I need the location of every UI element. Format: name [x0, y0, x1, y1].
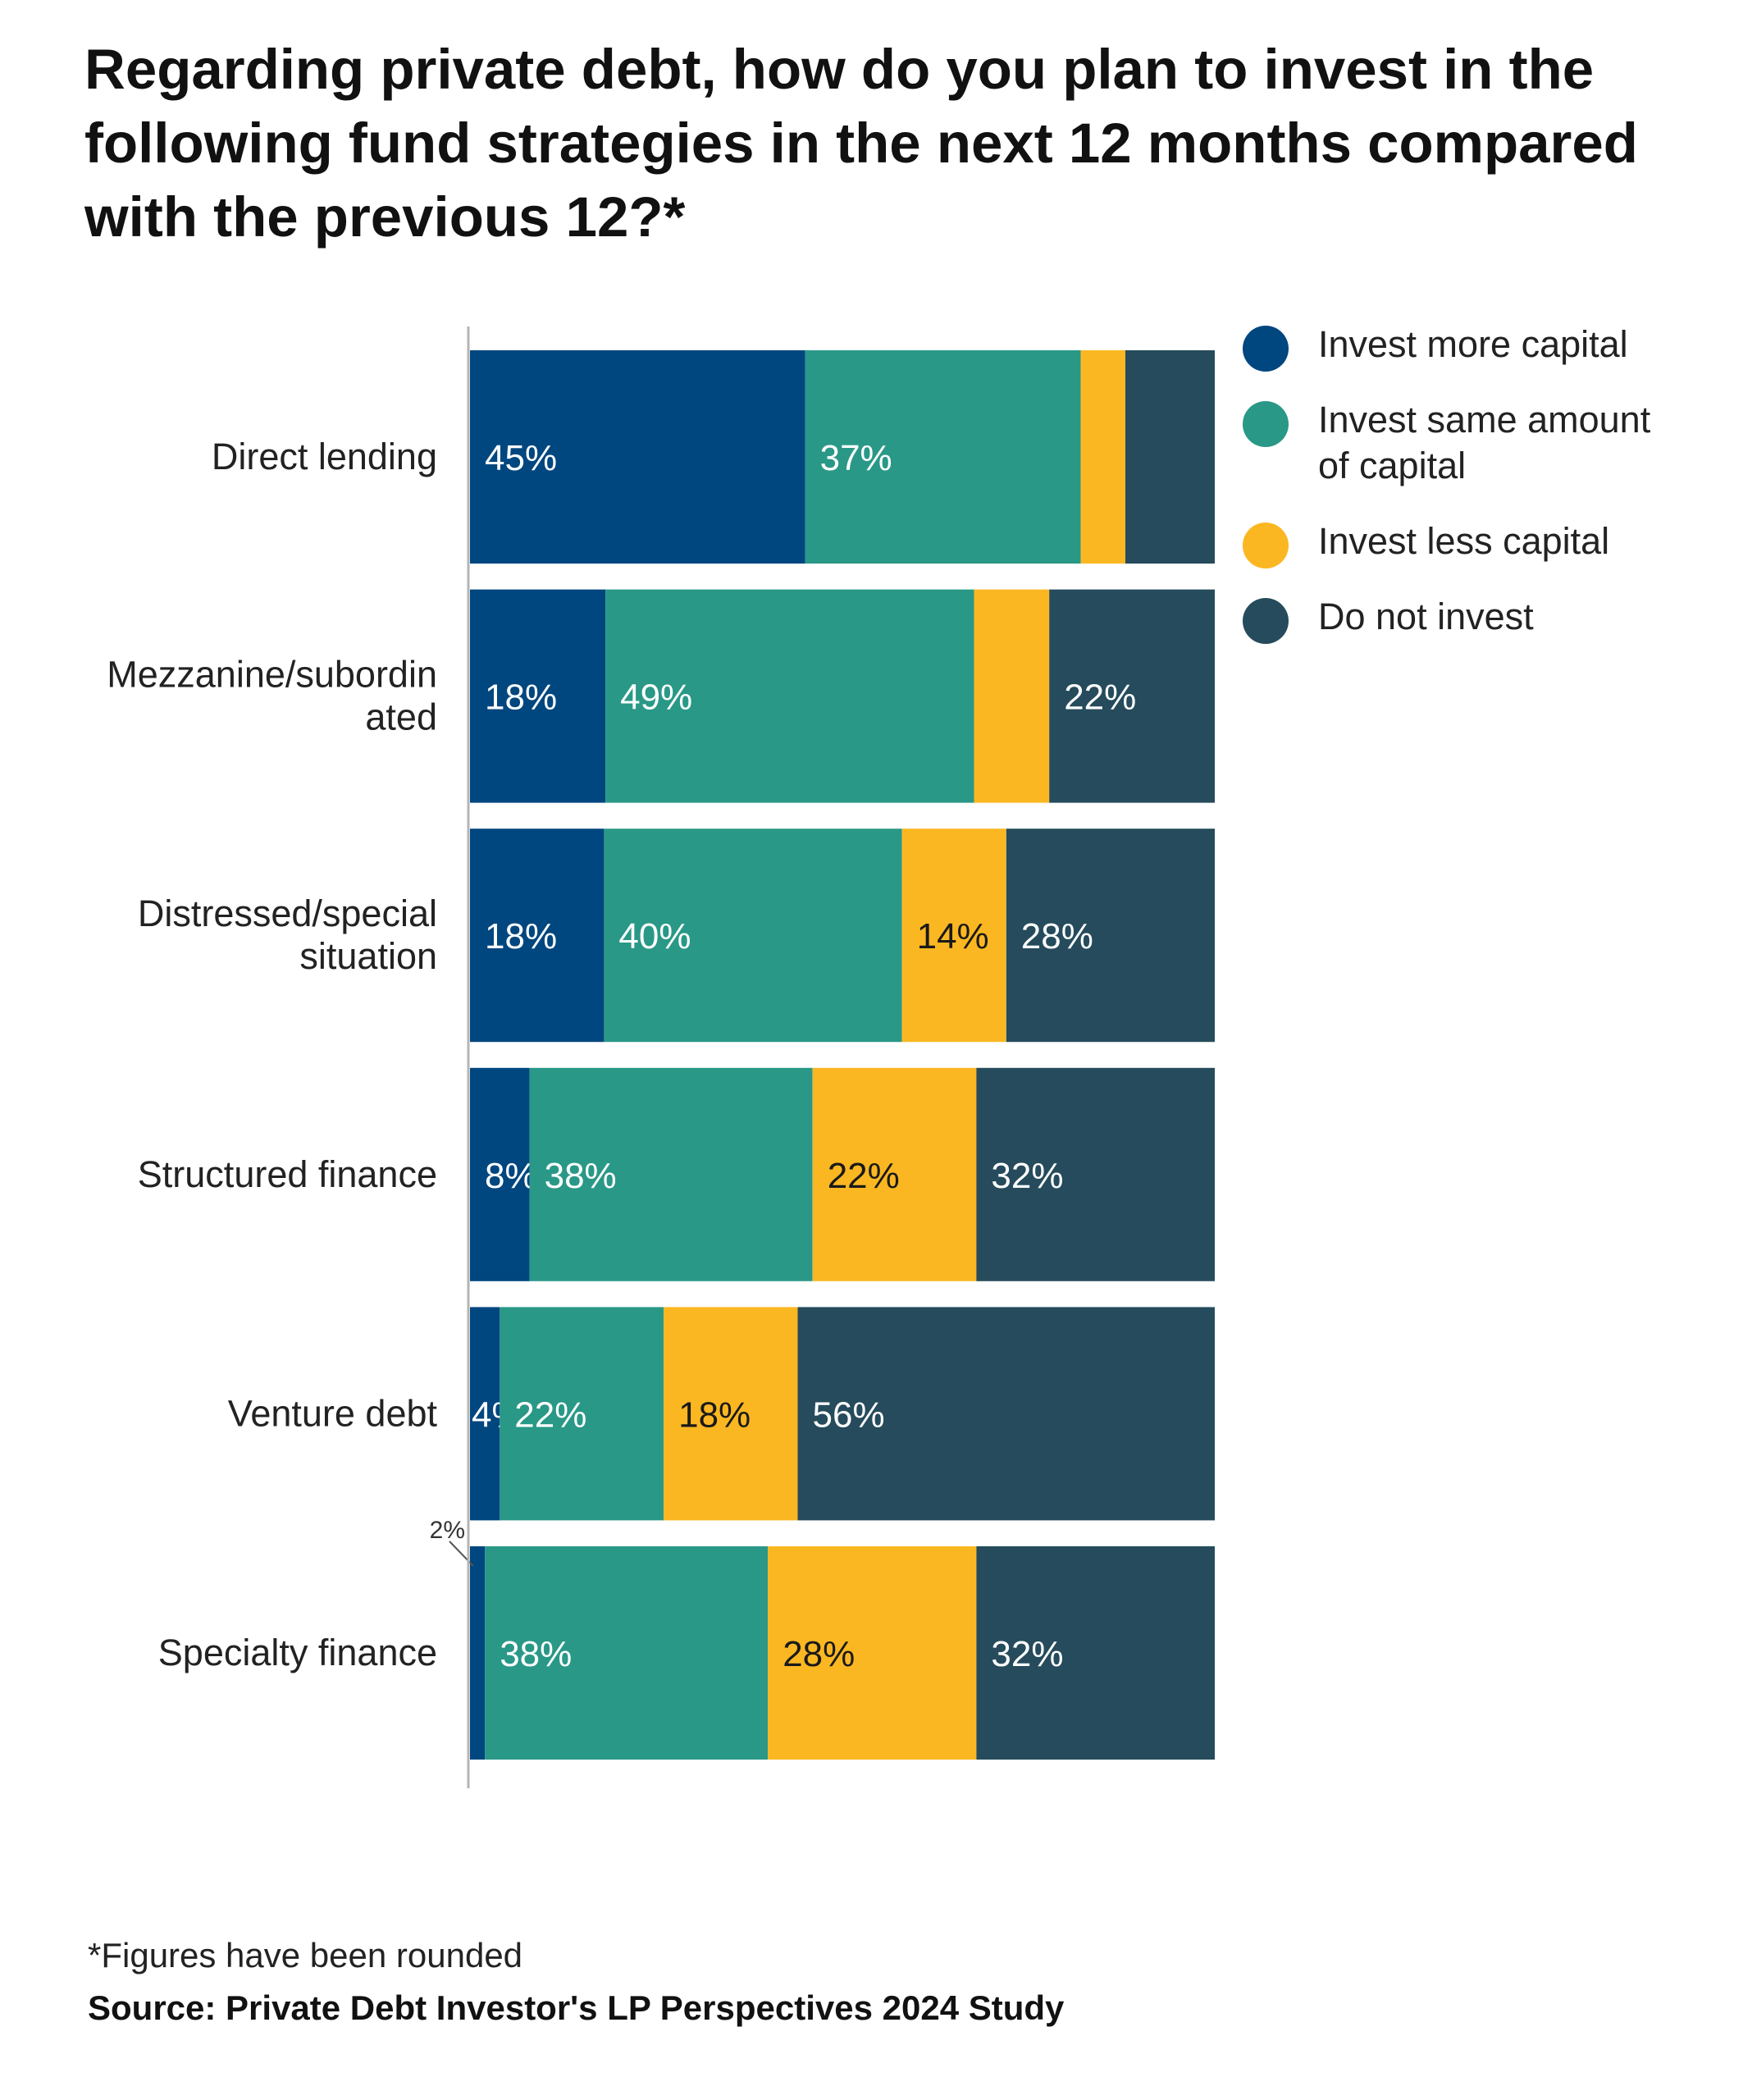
legend-swatch	[1243, 326, 1289, 372]
data-label: 22%	[1064, 678, 1136, 718]
data-label: 32%	[991, 1156, 1063, 1196]
category-label: Distressed/special	[138, 892, 437, 934]
bar-venture-debt-invest-more-capital	[470, 1307, 500, 1521]
bar-specialty-finance-invest-more-capital	[470, 1546, 486, 1760]
bar-mezzanine-subordinated-invest-more-capital	[470, 589, 606, 803]
data-label: 28%	[783, 1634, 855, 1674]
legend-swatch	[1243, 401, 1289, 447]
bar-specialty-finance-invest-less-capital	[768, 1546, 977, 1760]
data-label: 38%	[500, 1634, 572, 1674]
category-label: Specialty finance	[158, 1632, 437, 1673]
legend-label: Do not invest	[1318, 596, 1534, 637]
footnote: *Figures have been rounded	[88, 1936, 523, 1974]
legend-label: Invest more capital	[1318, 323, 1628, 365]
bar-distressed-special-situation-invest-more-capital	[470, 829, 605, 1043]
bar-venture-debt-invest-same-amount-of-capital	[500, 1307, 664, 1521]
data-label: 28%	[1021, 916, 1093, 956]
category-label: Structured finance	[138, 1153, 437, 1195]
data-label: 32%	[991, 1634, 1063, 1674]
legend-swatch	[1243, 523, 1289, 568]
data-label: 2%	[430, 1517, 465, 1544]
data-label: 14%	[917, 916, 989, 956]
chart-title: Regarding private debt, how do you plan …	[84, 38, 1638, 249]
data-label: 56%	[813, 1395, 885, 1435]
bar-structured-finance-invest-more-capital	[470, 1067, 530, 1281]
data-label: 37%	[820, 438, 892, 478]
legend-swatch	[1243, 598, 1289, 644]
legend-label: Invest same amount of capital	[1318, 399, 1651, 486]
stacked-bar-chart: 45% 37%18% 49% 22%18% 40% 14% 28%8% 38% 22% 32%4%…	[107, 326, 1215, 1788]
data-label: 18%	[485, 916, 557, 956]
data-label: 18%	[678, 1395, 751, 1435]
data-label: 49%	[620, 678, 692, 718]
bar-specialty-finance-invest-same-amount-of-capital	[485, 1546, 769, 1760]
category-label: Direct lending	[212, 436, 437, 477]
leader-line	[449, 1541, 474, 1567]
bar-venture-debt-invest-less-capital	[664, 1307, 798, 1521]
data-label: 8%	[485, 1156, 537, 1196]
bar-venture-debt-do-not-invest	[797, 1307, 1215, 1521]
source-note: Source: Private Debt Investor's LP Persp…	[88, 1988, 1065, 2027]
bars-layer: 45% 37%18% 49% 22%18% 40% 14% 28%8% 38% 22% 32%4%…	[430, 350, 1215, 1760]
data-label: 40%	[618, 916, 691, 956]
legend-item-invest-more-capital: Invest more capital	[1243, 322, 1735, 372]
bar-distressed-special-situation-invest-same-amount-of-capital	[604, 829, 902, 1043]
bar-mezzanine-subordinated-invest-less-capital	[974, 589, 1050, 803]
bar-specialty-finance-do-not-invest	[976, 1546, 1215, 1760]
category-label: Venture debt	[228, 1392, 438, 1434]
bar-structured-finance-invest-same-amount-of-capital	[529, 1067, 813, 1281]
category-label: situation	[299, 935, 437, 977]
data-label: 38%	[545, 1156, 617, 1196]
bar-structured-finance-invest-less-capital	[812, 1067, 977, 1281]
bar-mezzanine-subordinated-do-not-invest	[1049, 589, 1215, 803]
data-label: 22%	[514, 1395, 586, 1435]
bar-direct-lending-invest-less-capital	[1080, 350, 1126, 564]
category-label: ated	[365, 696, 437, 738]
legend-item-do-not-invest: Do not invest	[1243, 594, 1735, 644]
bar-distressed-special-situation-do-not-invest	[1006, 829, 1215, 1043]
bar-direct-lending-invest-same-amount-of-capital	[805, 350, 1081, 564]
data-label: 45%	[485, 438, 557, 478]
bar-direct-lending-do-not-invest	[1125, 350, 1215, 564]
legend: Invest more capital Invest same amount of …	[1243, 322, 1735, 669]
bar-structured-finance-do-not-invest	[976, 1067, 1215, 1281]
legend-label: Invest less capital	[1318, 520, 1610, 562]
legend-item-invest-same-amount-of-capital: Invest same amount of capital	[1243, 397, 1735, 489]
legend-item-invest-less-capital: Invest less capital	[1243, 518, 1735, 568]
bar-mezzanine-subordinated-invest-same-amount-of-capital	[605, 589, 974, 803]
category-label: Mezzanine/subordin	[107, 654, 437, 696]
data-label: 18%	[485, 678, 557, 718]
bar-distressed-special-situation-invest-less-capital	[901, 829, 1006, 1043]
bar-direct-lending-invest-more-capital	[470, 350, 805, 564]
data-label: 22%	[828, 1156, 900, 1196]
